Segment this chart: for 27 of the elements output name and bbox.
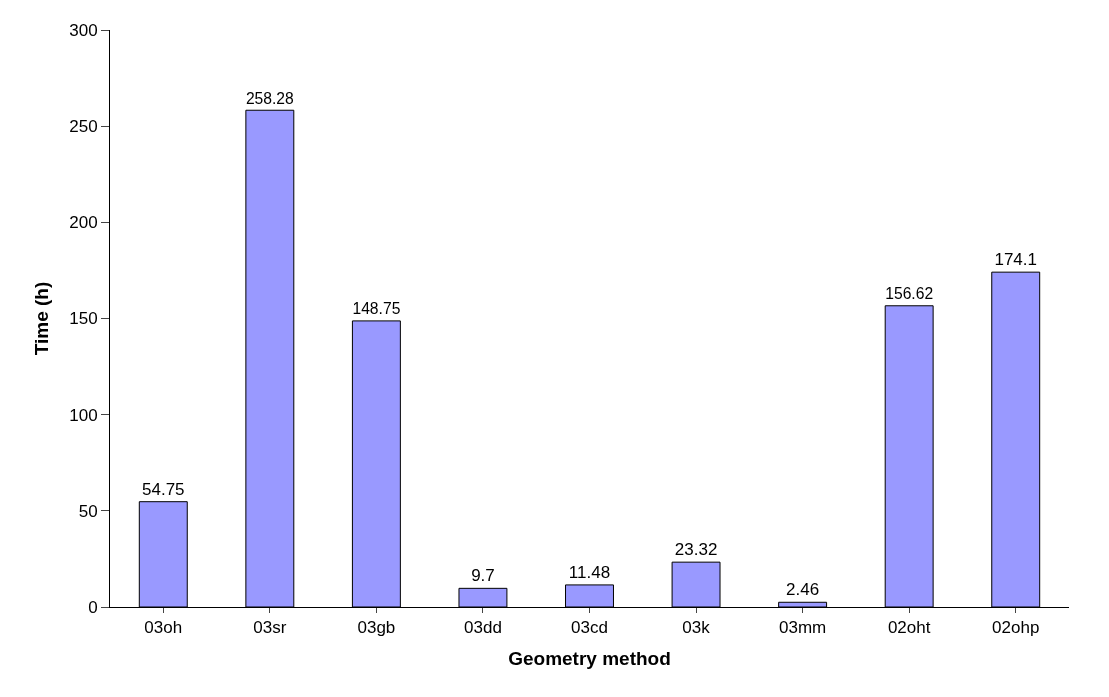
data-label: 2.46 <box>786 580 820 600</box>
y-tick-label: 50 <box>78 501 98 521</box>
data-label: 258.28 <box>245 89 295 107</box>
y-tick-label: 100 <box>69 405 98 425</box>
x-tick-label: 03gb <box>357 618 396 638</box>
y-tick-label: 150 <box>69 309 98 329</box>
x-axis-title: Geometry method <box>508 648 671 670</box>
y-tick-label: 0 <box>88 597 98 617</box>
x-tick-label: 03sr <box>253 618 287 638</box>
data-label: 148.75 <box>352 300 401 318</box>
x-tick-label: 03dd <box>464 618 502 638</box>
data-label: 11.48 <box>568 562 611 582</box>
x-tick-label: 03oh <box>144 618 183 638</box>
y-tick-label: 250 <box>69 117 98 137</box>
data-label: 156.62 <box>885 285 934 303</box>
x-tick-label: 03cd <box>571 618 608 638</box>
y-tick-label: 200 <box>69 213 98 233</box>
data-label: 23.32 <box>674 540 718 560</box>
x-tick-label: 03k <box>682 618 711 638</box>
data-label: 54.75 <box>142 479 185 499</box>
x-tick-label: 02oht <box>887 618 931 638</box>
y-tick-label: 300 <box>69 20 98 40</box>
x-tick-label: 03mm <box>778 618 827 638</box>
data-label: 174.1 <box>994 250 1037 270</box>
x-tick-label: 02ohp <box>992 618 1040 638</box>
data-label: 9.7 <box>471 566 495 586</box>
y-axis-title: Time (h) <box>31 281 53 356</box>
